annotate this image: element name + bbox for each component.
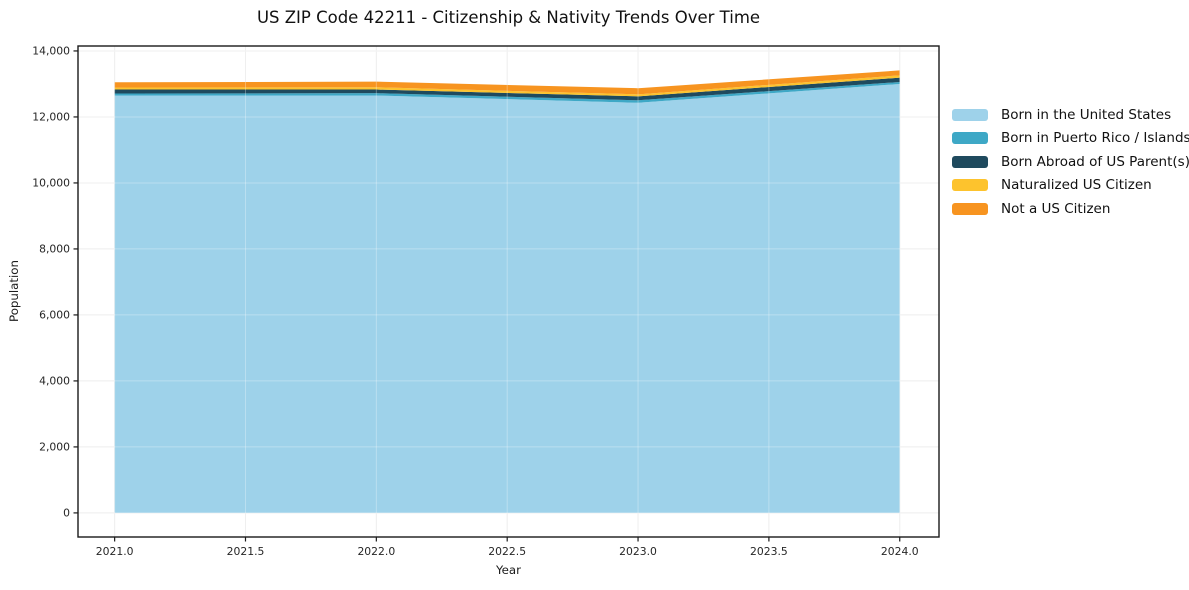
ticks: 0 2,000 4,000 6,000 8,000 10,000 12,000 14,000 2…	[32, 45, 919, 558]
legend-swatch-born-in-puerto-rico-islands	[952, 132, 988, 144]
x-tick-label: 2021.0	[96, 545, 134, 558]
area-born-in-the-united-states	[114, 83, 900, 513]
x-axis-label: Year	[496, 563, 521, 577]
x-tick-label: 2023.5	[750, 545, 788, 558]
legend-label: Naturalized US Citizen	[1001, 177, 1152, 193]
legend-label: Born Abroad of US Parent(s)	[1001, 153, 1189, 170]
legend-label: Not a US Citizen	[1001, 200, 1111, 217]
y-tick-label: 6,000	[39, 309, 70, 322]
area-naturalized-us-citizen	[114, 75, 900, 97]
y-tick-label: 10,000	[32, 177, 70, 190]
legend-item-naturalized-us-citizen: Naturalized US Citizen	[952, 177, 1189, 194]
legend-label: Born in Puerto Rico / Islands	[1001, 130, 1189, 146]
x-tick-label: 2024.0	[881, 545, 919, 558]
legend-item-born-in-the-united-states: Born in the United States	[952, 106, 1189, 123]
axes-spines	[77, 45, 940, 538]
y-tick-label: 0	[63, 507, 70, 520]
legend-swatch-born-in-the-united-states	[952, 108, 988, 121]
legend-swatch-not-a-us-citizen	[952, 202, 988, 215]
legend-item-born-abroad-of-us-parent-s: Born Abroad of US Parent(s)	[952, 153, 1189, 170]
area-born-abroad-of-us-parent-s	[114, 77, 900, 101]
area-born-in-puerto-rico-islands	[114, 81, 900, 103]
x-tick-label: 2022.0	[357, 545, 395, 558]
legend-swatch-naturalized-us-citizen	[952, 179, 988, 191]
y-tick-label: 8,000	[39, 243, 70, 256]
x-tick-label: 2021.5	[227, 545, 265, 558]
y-tick-label: 2,000	[39, 441, 70, 454]
legend-item-born-in-puerto-rico-islands: Born in Puerto Rico / Islands	[952, 130, 1189, 147]
y-axis-label: Population	[7, 260, 21, 322]
area-not-a-us-citizen	[114, 70, 900, 95]
legend-item-not-a-us-citizen: Not a US Citizen	[952, 200, 1189, 217]
gridlines-over	[78, 46, 939, 537]
legend: Born in the United States Born in Puerto …	[952, 106, 1189, 224]
chart-title: US ZIP Code 42211 - Citizenship & Nativi…	[256, 8, 761, 27]
legend-label: Born in the United States	[1001, 106, 1172, 123]
x-tick-label: 2023.0	[619, 545, 657, 558]
y-tick-label: 14,000	[32, 45, 70, 58]
stacked-areas	[114, 70, 900, 513]
y-tick-label: 12,000	[32, 111, 70, 124]
y-tick-label: 4,000	[39, 375, 70, 388]
x-tick-label: 2022.5	[488, 545, 526, 558]
legend-swatch-born-abroad-of-us-parent-s	[952, 155, 988, 168]
